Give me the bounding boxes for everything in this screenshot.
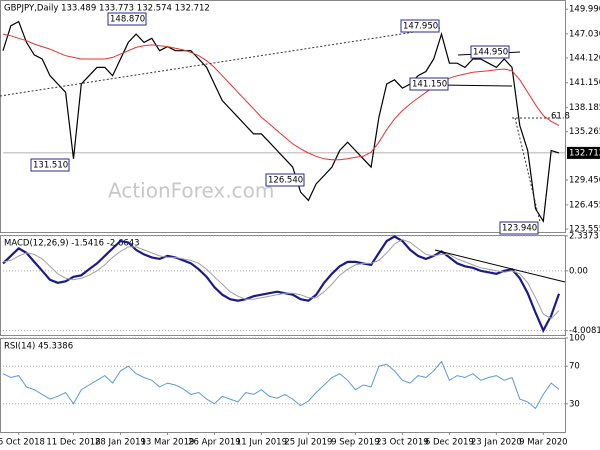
y-tick-label: 30 xyxy=(569,399,580,409)
annotation: 144.950 xyxy=(473,48,508,58)
annotation: 61.8 xyxy=(551,112,570,122)
y-tick-label: 123.555 xyxy=(569,225,600,235)
x-tick-label: 26 Oct 2018 xyxy=(0,438,45,448)
neckline xyxy=(439,84,513,87)
x-tick-label: 6 Dec 2019 xyxy=(425,438,474,448)
panel-frame xyxy=(0,0,566,233)
series-line xyxy=(2,235,561,334)
last-price-label: 132.712 xyxy=(569,148,600,158)
annotation-box xyxy=(265,173,305,187)
watermark: ActionForex.com xyxy=(108,179,274,203)
x-tick-label: 9 Mar 2020 xyxy=(519,438,567,448)
y-tick-label: 147.030 xyxy=(569,29,600,39)
x-tick-label: 26 Apr 2019 xyxy=(188,438,241,448)
y-tick-label: 144.120 xyxy=(569,54,600,64)
panel-title: GBPJPY,Daily 133.489 133.773 132.574 132… xyxy=(4,4,210,14)
annotation-box xyxy=(499,221,539,235)
y-tick-label: 126.455 xyxy=(569,200,600,210)
series-line xyxy=(2,360,560,410)
annotation-box xyxy=(409,77,449,91)
annotation-box xyxy=(30,158,70,172)
x-tick-label: 28 Jan 2019 xyxy=(95,438,146,448)
x-tick-label: 23 Jan 2020 xyxy=(471,438,522,448)
annotation-box xyxy=(400,19,440,33)
annotation-box xyxy=(107,12,147,26)
annotation: 123.940 xyxy=(502,224,537,234)
annotation: 147.950 xyxy=(403,22,438,32)
annotation: 131.510 xyxy=(33,161,68,171)
panel-title: MACD(12,26,9) -1.5416 -2.6643 xyxy=(4,239,140,249)
y-tick-label: -4.0081 xyxy=(569,326,600,336)
y-tick-label: 129.450 xyxy=(569,176,600,186)
panel-title: RSI(14) 45.3386 xyxy=(4,342,73,352)
series-line xyxy=(2,33,560,161)
last-price-box xyxy=(567,146,600,159)
series-line xyxy=(2,238,560,320)
annotation: 126.540 xyxy=(268,176,303,186)
y-tick-label: 100 xyxy=(569,334,585,344)
annotation-box xyxy=(470,45,510,59)
y-tick-label: 0.00 xyxy=(569,266,588,276)
x-tick-label: 13 Mar 2019 xyxy=(141,438,195,448)
y-tick-label: 141.150 xyxy=(569,78,600,88)
x-tick-label: 25 Jul 2019 xyxy=(284,438,332,448)
annotation: 148.870 xyxy=(110,15,145,25)
y-tick-label: 70 xyxy=(569,362,580,372)
series-line xyxy=(2,20,560,223)
x-tick-label: 11 Jun 2019 xyxy=(236,438,287,448)
annotation: 141.150 xyxy=(412,80,447,90)
x-tick-label: 9 Sep 2019 xyxy=(331,438,379,448)
x-tick-label: 23 Oct 2019 xyxy=(376,438,429,448)
y-tick-label: 138.185 xyxy=(569,103,600,113)
trend-line xyxy=(434,249,566,283)
fib-line xyxy=(514,117,541,223)
y-tick-label: 2.3373 xyxy=(569,231,599,241)
y-tick-label: 135.265 xyxy=(569,127,600,137)
x-tick-label: 11 Dec 2018 xyxy=(46,438,100,448)
y-tick-label: 149.990 xyxy=(569,5,600,15)
